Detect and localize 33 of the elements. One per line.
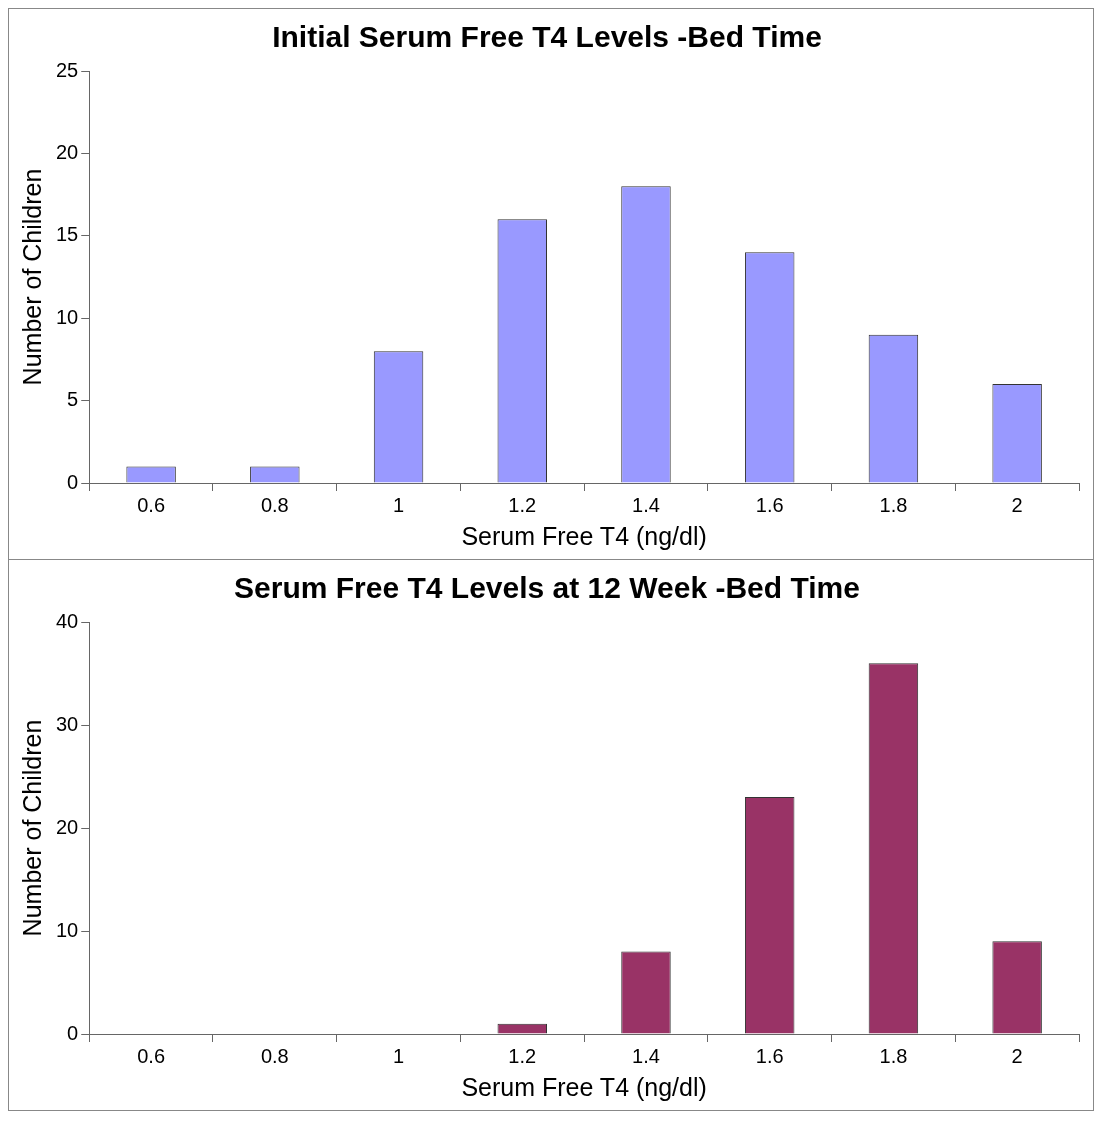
x-tick-label: 1.4 [632,1044,660,1067]
x-tick-label: 2 [1011,1044,1023,1067]
x-axis-title: Serum Free T4 (ng/dl) [461,521,707,550]
x-tick-label: 1.6 [755,1044,784,1067]
x-tick-label: 1.4 [632,493,660,516]
y-tick-label: 0 [67,1021,79,1044]
chart-title: Serum Free T4 Levels at 12 Week -Bed Time [234,571,860,605]
x-tick-label: 1.2 [508,1044,537,1067]
x-tick-label: 0.6 [137,1044,166,1067]
x-tick-label: 1 [392,493,405,516]
y-tick-label: 0 [67,470,79,493]
y-axis-title: Number of Children [17,719,46,937]
x-tick-label: 0.6 [137,493,166,516]
y-tick-label: 20 [56,815,79,838]
x-tick-label: 2 [1011,493,1023,516]
x-tick-label: 1.6 [755,493,784,516]
y-tick-label: 15 [56,223,79,246]
y-axis-title: Number of Children [17,168,46,386]
y-tick-label: 5 [67,388,79,411]
x-tick-label: 1 [392,1044,405,1067]
x-axis-title: Serum Free T4 (ng/dl) [461,1072,707,1101]
y-tick-label: 30 [56,712,79,735]
x-tick-label: 1.8 [879,1044,908,1067]
chart-title: Initial Serum Free T4 Levels -Bed Time [272,20,822,54]
y-tick-label: 20 [56,140,79,163]
y-tick-label: 40 [56,609,79,632]
x-tick-label: 1.8 [879,493,908,516]
y-tick-label: 10 [56,918,79,941]
x-tick-label: 0.8 [260,1044,289,1067]
x-tick-label: 1.2 [508,493,537,516]
x-tick-label: 0.8 [260,493,289,516]
y-tick-label: 25 [56,58,79,81]
y-tick-label: 10 [56,305,79,328]
